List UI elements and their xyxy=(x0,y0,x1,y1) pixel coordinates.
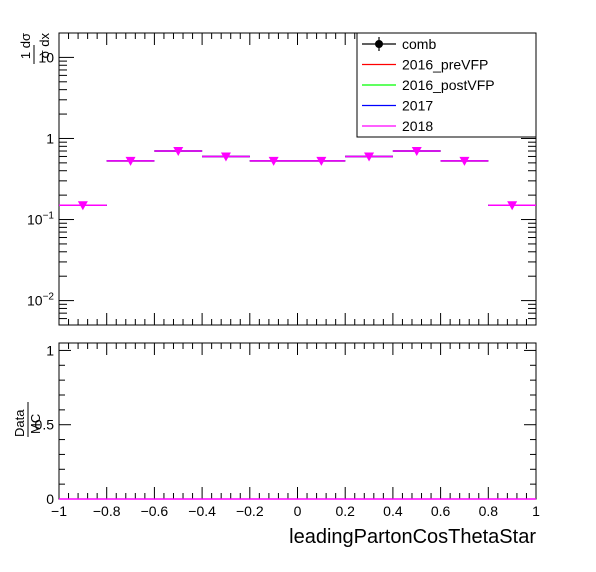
ratio-label-numerator: Data xyxy=(12,409,27,437)
data-point xyxy=(411,147,422,157)
legend: comb 2016_preVFP 2016_postVFP 2017 2018 xyxy=(356,32,537,138)
y-label-numerator: 1 dσ xyxy=(18,33,33,59)
main-series xyxy=(59,147,536,211)
x-tick-label: −0.2 xyxy=(236,503,264,519)
y-tick-label: 10−1 xyxy=(27,211,54,228)
legend-entry: 2016_postVFP xyxy=(362,77,495,93)
ratio-panel: 00.51 −1 −0.8 −0.6 −0.4 −0.2 0 0.2 0.4 0.6 0.8 1 D… xyxy=(12,342,540,548)
data-point xyxy=(459,156,470,166)
data-point xyxy=(173,147,184,157)
legend-entry: 2016_preVFP xyxy=(362,57,488,73)
x-tick-label: −0.4 xyxy=(188,503,216,519)
ratio-plot-frame xyxy=(58,342,537,500)
x-tick-label: 0 xyxy=(294,503,302,519)
data-point xyxy=(316,156,327,166)
legend-label: 2017 xyxy=(402,98,433,114)
main-y-ticks: 10−2 10−1 1 10 xyxy=(27,32,536,326)
x-tick-label: −1 xyxy=(51,503,67,519)
x-tick-label: 0.4 xyxy=(383,503,403,519)
legend-label: 2016_postVFP xyxy=(402,77,495,93)
y-tick-label: 10−2 xyxy=(27,292,54,309)
x-tick-label: 1 xyxy=(532,503,540,519)
legend-entries: comb 2016_preVFP 2016_postVFP 2017 2018 xyxy=(362,36,495,134)
y-tick-label: 1 xyxy=(46,130,54,146)
data-point xyxy=(364,152,375,162)
series-2018 xyxy=(59,147,536,211)
legend-label: comb xyxy=(402,36,436,52)
legend-entry: 2018 xyxy=(362,118,433,134)
ratio-label-denominator: MC xyxy=(28,414,43,434)
x-tick-label: −0.8 xyxy=(93,503,121,519)
ratio-x-ticks: −1 −0.8 −0.6 −0.4 −0.2 0 0.2 0.4 0.6 0.8 1 xyxy=(51,343,540,519)
x-tick-label: 0.8 xyxy=(479,503,499,519)
data-point xyxy=(77,201,88,211)
ratio-y-ticks: 00.51 xyxy=(35,342,536,507)
x-tick-label: −0.6 xyxy=(141,503,169,519)
ratio-y-tick-label: 0.5 xyxy=(35,417,55,433)
y-label-denominator: σ dx xyxy=(37,33,52,59)
main-y-axis-label: 1 dσ σ dx xyxy=(18,33,52,64)
data-point xyxy=(125,156,136,166)
y-tick-label: 10 xyxy=(38,49,54,65)
ratio-y-tick-label: 0 xyxy=(46,491,54,507)
ratio-y-axis-label: Data MC xyxy=(12,402,43,437)
main-panel: 10−2 10−1 1 10 1 dσ σ dx comb 2016_preVFP 201… xyxy=(18,32,537,326)
legend-entry: 2017 xyxy=(362,98,433,114)
legend-marker xyxy=(375,40,383,48)
x-tick-label: 0.6 xyxy=(431,503,451,519)
x-tick-label: 0.2 xyxy=(335,503,355,519)
ratio-y-tick-label: 1 xyxy=(46,342,54,358)
legend-entry: comb xyxy=(362,36,436,52)
legend-label: 2018 xyxy=(402,118,433,134)
legend-label: 2016_preVFP xyxy=(402,57,488,73)
x-axis-title: leadingPartonCosThetaStar xyxy=(289,526,536,548)
data-point xyxy=(220,152,231,162)
data-point xyxy=(507,201,518,211)
data-point xyxy=(268,156,279,166)
